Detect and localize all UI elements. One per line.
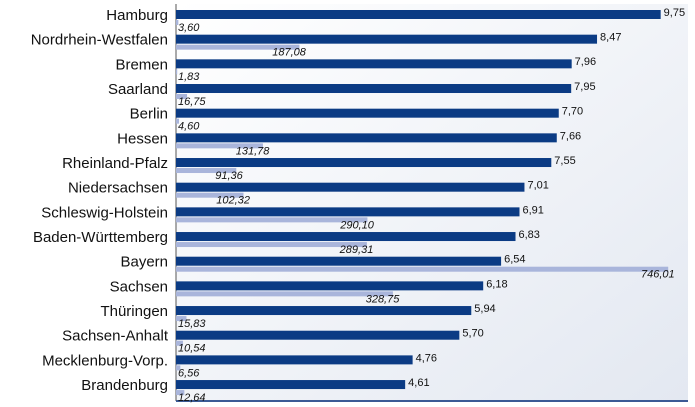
value-label: 7,70 (562, 106, 583, 118)
category-label: Sachsen (110, 278, 168, 295)
category-label: Schleswig-Holstein (41, 204, 168, 221)
bar (176, 281, 484, 291)
bar (176, 10, 661, 19)
value-label: 7,01 (527, 180, 548, 192)
category-label: Bremen (115, 56, 168, 73)
bar (176, 69, 178, 75)
bar (176, 168, 237, 174)
bar (176, 143, 263, 149)
value-label: 289,31 (339, 244, 374, 256)
bar (176, 256, 502, 266)
value-label: 6,18 (486, 278, 507, 290)
bar (176, 355, 413, 365)
bar (176, 306, 472, 316)
category-label: Sachsen-Anhalt (62, 328, 169, 345)
value-label: 4,76 (416, 352, 437, 364)
category-label: Bayern (120, 254, 168, 271)
category-label: Niedersachsen (68, 180, 168, 197)
value-label: 15,83 (178, 318, 206, 330)
value-label: 9,75 (664, 7, 685, 19)
value-label: 187,08 (272, 47, 307, 59)
category-label: Saarland (108, 81, 168, 98)
value-label: 91,36 (215, 170, 243, 182)
value-label: 1,83 (178, 71, 200, 83)
value-label: 6,83 (519, 229, 540, 241)
value-label: 328,75 (366, 293, 401, 305)
bar (176, 133, 557, 143)
bar (176, 20, 179, 25)
bar (176, 108, 559, 118)
bar (176, 158, 552, 168)
value-label: 102,32 (216, 195, 250, 207)
value-label: 7,96 (575, 56, 596, 68)
category-label: Mecklenburg-Vorp. (42, 352, 168, 369)
category-label: Hessen (117, 130, 168, 147)
value-label: 4,60 (178, 121, 200, 133)
bar (176, 266, 669, 272)
bar (176, 118, 180, 124)
bar (176, 380, 406, 390)
value-label: 131,78 (236, 145, 271, 157)
category-label: Berlin (130, 106, 168, 123)
value-label: 8,47 (600, 32, 621, 44)
category-label: Nordrhein-Westfalen (31, 32, 168, 49)
bar (176, 192, 244, 198)
value-label: 290,10 (339, 219, 375, 231)
category-label: Baden-Württemberg (33, 229, 168, 246)
value-label: 746,01 (641, 269, 675, 281)
bar (176, 232, 516, 242)
bar (176, 44, 300, 50)
value-label: 6,56 (178, 367, 200, 379)
value-label: 16,75 (178, 96, 206, 108)
value-label: 12,64 (178, 392, 206, 404)
value-label: 6,91 (522, 204, 543, 216)
bar (176, 242, 367, 248)
value-label: 5,94 (474, 303, 495, 315)
category-label: Rheinland-Pfalz (62, 155, 168, 172)
category-label: Hamburg (106, 7, 168, 24)
bar (176, 390, 185, 396)
value-label: 7,66 (560, 130, 581, 142)
bar (176, 182, 525, 192)
category-label: Brandenburg (81, 377, 168, 394)
value-label: 7,95 (574, 81, 595, 93)
value-label: 7,55 (554, 155, 575, 167)
value-label: 4,61 (408, 377, 429, 389)
bar (176, 291, 393, 297)
bar (176, 316, 187, 322)
value-label: 6,54 (504, 254, 525, 266)
bar (176, 84, 572, 94)
bar (176, 340, 183, 346)
bar (176, 330, 460, 340)
value-label: 3,60 (178, 22, 200, 34)
value-label: 10,54 (178, 343, 206, 355)
category-label: Thüringen (100, 303, 168, 320)
bar (176, 365, 181, 371)
bar (176, 59, 572, 69)
bar (176, 94, 188, 100)
value-label: 5,70 (462, 328, 483, 340)
bar (176, 34, 598, 44)
bar (176, 217, 368, 223)
bar (176, 207, 520, 217)
